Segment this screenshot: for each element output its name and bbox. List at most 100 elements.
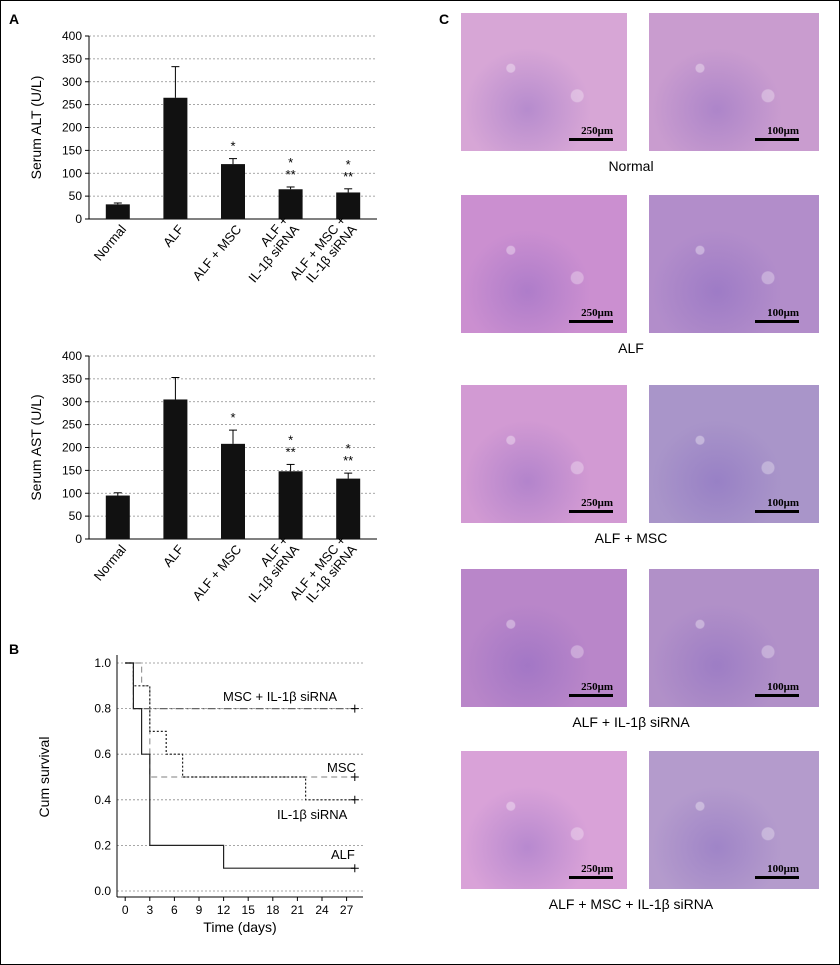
y-tick-label: 350 — [62, 52, 82, 66]
significance-marker: * — [230, 139, 235, 154]
category-label: ALF — [160, 222, 187, 250]
category-label: ALF + MSC +IL-1β siRNA — [287, 213, 360, 286]
scale-bar-label: 250μm — [581, 863, 613, 875]
y-tick-label: 100 — [62, 486, 82, 500]
y-axis-label: Serum ALT (U/L) — [28, 76, 44, 180]
scale-bar — [755, 510, 799, 513]
y-axis-label: Cum survival — [36, 737, 52, 818]
micrograph-right: 100μm — [649, 385, 819, 523]
micrograph-right: 100μm — [649, 569, 819, 707]
y-tick-label: 50 — [69, 509, 83, 523]
micrograph-right: 100μm — [649, 13, 819, 151]
category-label-line: ALF — [160, 222, 187, 250]
scale-bar — [569, 138, 613, 141]
bar — [336, 192, 361, 219]
scale-bar-label: 250μm — [581, 497, 613, 509]
micrograph-left: 250μm — [461, 751, 627, 889]
scale-bar-label: 250μm — [581, 307, 613, 319]
category-label-line: ALF + MSC — [189, 542, 244, 603]
micrograph-right: 100μm — [649, 751, 819, 889]
significance-marker: ** — [286, 167, 296, 182]
alt-bar-chart: 0 50 100 150 200 250 300 350 400 Serum ALT (U/L) N… — [28, 29, 377, 286]
significance-marker: * — [346, 157, 351, 172]
significance-marker: * — [288, 432, 293, 447]
y-tick-label: 1.0 — [94, 656, 111, 670]
y-tick-label: 0 — [75, 212, 82, 226]
micrograph-left: 250μm — [461, 569, 627, 707]
scale-bar-label: 100μm — [767, 307, 799, 319]
bar — [163, 97, 188, 219]
y-tick-label: 0.0 — [94, 884, 111, 898]
category-label: Normal — [91, 542, 129, 584]
scale-bar — [569, 694, 613, 697]
x-tick-label: 15 — [242, 903, 256, 917]
micrograph-caption: Normal — [608, 158, 654, 174]
category-label-line: ALF — [160, 542, 187, 570]
significance-marker: ** — [343, 169, 353, 184]
scale-bar-label: 100μm — [767, 681, 799, 693]
y-tick-label: 200 — [62, 441, 82, 455]
y-axis-label: Serum AST (U/L) — [28, 394, 44, 500]
scale-bar — [569, 320, 613, 323]
scale-bar-label: 250μm — [581, 681, 613, 693]
scale-bar — [569, 510, 613, 513]
y-tick-label: 0.2 — [94, 838, 111, 852]
y-tick-label: 250 — [62, 418, 82, 432]
survival-curve — [125, 662, 355, 801]
category-label: ALF + MSC — [189, 222, 244, 283]
x-tick-label: 3 — [146, 903, 153, 917]
significance-marker: ** — [343, 453, 353, 468]
y-tick-label: 400 — [62, 29, 82, 43]
panel-b-label: B — [9, 641, 20, 657]
scale-bar — [569, 876, 613, 879]
micrograph-left: 250μm — [461, 385, 627, 523]
y-tick-label: 100 — [62, 166, 82, 180]
y-tick-label: 0.6 — [94, 747, 111, 761]
series-label: IL-1β siRNA — [277, 807, 348, 822]
survival-curve — [125, 662, 355, 778]
category-label: ALF + MSC +IL-1β siRNA — [287, 533, 360, 606]
significance-marker: * — [346, 441, 351, 456]
micrograph-caption: ALF — [618, 340, 644, 356]
x-tick-label: 9 — [196, 903, 203, 917]
bar — [278, 471, 303, 539]
x-tick-label: 6 — [171, 903, 178, 917]
censor-mark — [350, 704, 359, 713]
y-tick-label: 400 — [62, 349, 82, 363]
x-tick-label: 21 — [291, 903, 305, 917]
censor-mark — [350, 773, 359, 781]
significance-marker: * — [230, 410, 235, 425]
y-tick-label: 300 — [62, 395, 82, 409]
scale-bar-label: 100μm — [767, 125, 799, 137]
category-label: Normal — [91, 222, 129, 264]
category-label: ALF — [160, 542, 187, 570]
survival-chart: 0.0 0.2 0.4 0.6 0.8 1.0 0 3 6 9 12 15 18 21 24 27 Time (… — [36, 655, 363, 935]
micrograph-right: 100μm — [649, 195, 819, 333]
y-tick-label: 50 — [69, 189, 83, 203]
series-label: MSC + IL-1β siRNA — [223, 689, 337, 704]
bar — [221, 443, 245, 539]
scale-bar — [755, 320, 799, 323]
y-tick-label: 250 — [62, 98, 82, 112]
y-tick-label: 0.4 — [94, 793, 111, 807]
y-tick-label: 200 — [62, 121, 82, 135]
x-tick-label: 0 — [122, 903, 129, 917]
micrograph-left: 250μm — [461, 13, 627, 151]
x-tick-label: 18 — [266, 903, 280, 917]
censor-mark — [350, 795, 359, 804]
x-tick-label: 27 — [340, 903, 354, 917]
category-label: ALF + MSC — [189, 542, 244, 603]
category-label-line: Normal — [91, 222, 129, 264]
micrograph-caption: ALF + IL-1β siRNA — [572, 714, 690, 730]
scale-bar-label: 250μm — [581, 125, 613, 137]
micrograph-left: 250μm — [461, 195, 627, 333]
y-tick-label: 0.8 — [94, 702, 111, 716]
panel-c-label: C — [439, 11, 450, 27]
bar — [336, 478, 361, 539]
micrograph-caption: ALF + MSC + IL-1β siRNA — [548, 896, 714, 912]
censor-mark — [350, 864, 359, 873]
series-label: MSC — [327, 760, 356, 775]
bar — [221, 164, 245, 219]
bar — [278, 189, 303, 219]
